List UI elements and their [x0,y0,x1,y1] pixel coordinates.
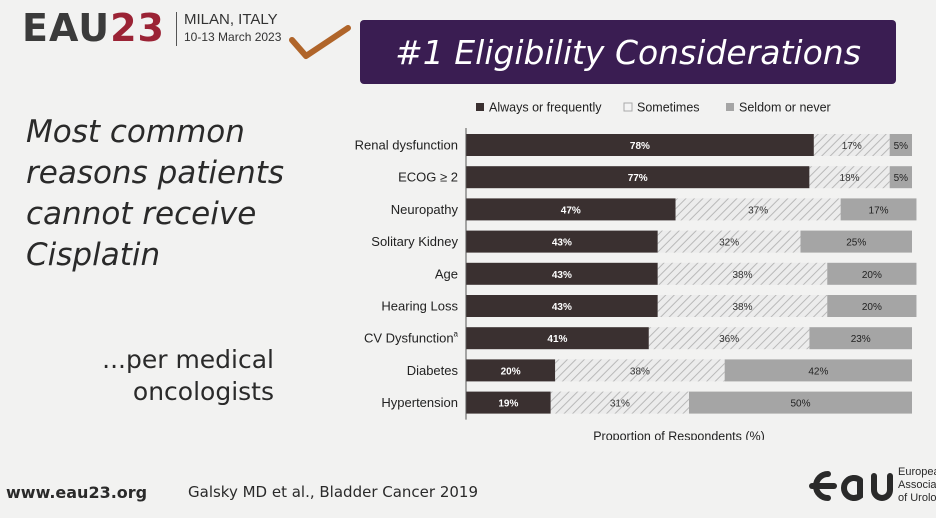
lead-line: Most common [26,114,245,150]
org-line: Associatio [898,479,936,491]
footer-url[interactable]: www.eau23.org [6,483,148,502]
data-label: 38% [630,366,650,377]
data-label: 37% [748,205,768,216]
bar-segment [466,262,658,285]
bar-segment [889,166,912,189]
data-label: 19% [498,399,518,410]
bar-segment [827,295,917,317]
slide-title-bar: #1 Eligibility Considerations [360,20,896,84]
sub-text: ...per medical oncologists [86,344,274,408]
legend-label: Seldom or never [739,101,831,115]
data-label: 23% [851,334,871,345]
congress-location: MILAN, ITALY 10-13 March 2023 [184,11,281,45]
bar-segment [800,230,912,253]
data-label: 18% [840,173,860,184]
chart-bars: 78% 17% 5% 77% 18% 5% 47% 37% 17% 43% 32% 25% 43% 38%… [466,134,917,414]
category-label: Solitary Kidney [371,234,458,249]
data-label: 25% [846,238,866,249]
data-label: 43% [552,302,572,313]
legend-label: Sometimes [637,101,700,115]
org-line: European [898,466,936,478]
logo-divider [176,12,177,46]
bar-segment [555,359,725,382]
bar-segment [809,327,912,350]
category-label: Diabetes [407,363,459,378]
legend-label: Always or frequently [489,101,602,115]
data-label: 20% [862,302,882,313]
bar-segment [813,134,890,156]
category-label: ECOG ≥ 2 [398,170,458,185]
category-label: Hypertension [381,395,458,410]
checkmark-icon [289,25,351,59]
lead-line: Cisplatin [26,237,161,273]
data-label: 17% [842,141,862,152]
data-label: 20% [501,366,521,377]
data-label: 32% [719,238,739,249]
bar-segment [840,198,917,221]
congress-city: MILAN, ITALY [184,11,278,28]
data-label: 5% [894,141,909,152]
legend-swatch [623,102,633,112]
data-label: 47% [561,205,581,216]
bar-segment [466,198,676,221]
lead-text: Most common reasons patients cannot rece… [26,112,326,276]
data-label: 20% [862,270,882,281]
congress-dates: 10-13 March 2023 [184,29,282,44]
bar-segment [889,134,912,156]
bar-segment [550,391,689,414]
bar-segment [724,359,912,382]
bar-segment [675,198,841,221]
bar-segment [466,166,810,189]
legend-swatch [726,103,734,111]
sub-line: ...per medical [102,345,274,374]
bar-segment [648,327,810,350]
data-label: 77% [628,173,648,184]
data-label: 50% [790,399,810,410]
bar-segment [466,359,556,382]
data-label: 43% [552,270,572,281]
data-label: 78% [630,141,650,152]
data-label: 43% [552,238,572,249]
data-label: 31% [610,399,630,410]
slide-title: #1 Eligibility Considerations [395,32,861,72]
stacked-bar-chart: Always or frequently Sometimes Seldom or n… [355,101,917,440]
bar-segment [466,230,658,253]
legend-swatch [476,103,484,111]
category-label: CV Dysfunctiona [364,330,459,346]
bar-segment [657,230,801,253]
bar-segment [689,391,912,414]
org-line: of Urolog [898,492,936,504]
bar-segment [466,327,649,350]
eau23-logo: EAU23 [22,6,165,50]
bar-segment [827,262,917,285]
data-label: 42% [808,366,828,377]
bar-segment [657,295,828,317]
category-label: Age [435,266,458,281]
bar-segment [657,262,828,285]
bar-segment [466,134,814,156]
data-label: 36% [719,334,739,345]
x-axis-label: Proportion of Respondents (%) [593,430,765,440]
data-label: 38% [733,302,753,313]
lead-line: reasons patients [26,155,285,191]
category-label: Renal dysfunction [355,138,458,153]
bar-segment [466,391,551,414]
data-label: 17% [869,205,889,216]
data-label: 41% [547,334,567,345]
chart-category-labels: Renal dysfunction ECOG ≥ 2 Neuropathy Solit… [355,138,459,411]
data-label: 38% [733,270,753,281]
eau-logo-icon [809,471,893,501]
data-label: 5% [894,173,909,184]
sub-line: oncologists [132,377,274,406]
footer-citation: Galsky MD et al., Bladder Cancer 2019 [188,483,479,501]
category-label: Neuropathy [391,202,459,217]
lead-line: cannot receive [26,196,257,232]
chart-legend: Always or frequently Sometimes Seldom or n… [476,101,831,115]
category-label: Hearing Loss [381,299,458,314]
bar-segment [466,295,658,317]
eau-org-name: European Associatio of Urolog [898,466,936,505]
bar-segment [809,166,890,189]
